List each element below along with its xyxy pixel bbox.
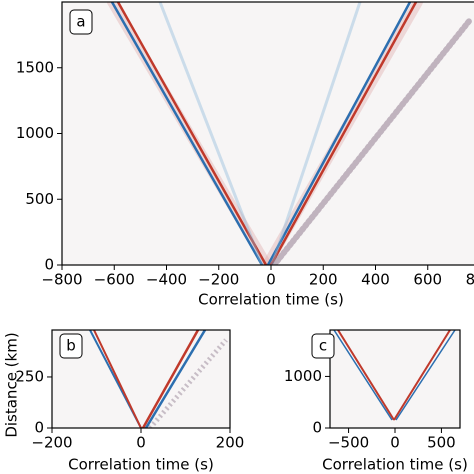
x-tick-label: 600 — [413, 271, 442, 289]
x-tick-label: 0 — [266, 271, 276, 289]
x-tick-label: 0 — [390, 434, 400, 452]
x-tick-label: −800 — [41, 271, 82, 289]
x-axis-label: Correlation time (s) — [322, 456, 468, 474]
x-tick-label: −200 — [31, 434, 72, 452]
x-tick-label: 200 — [216, 434, 245, 452]
wavefield — [62, 2, 474, 265]
y-tick-label: 1000 — [16, 124, 54, 142]
panel-label: a — [76, 13, 85, 31]
x-axis-label: Correlation time (s) — [68, 456, 214, 474]
y-tick-label: 250 — [15, 367, 44, 385]
y-tick-label: 0 — [312, 419, 322, 437]
y-tick-label: 500 — [25, 190, 54, 208]
panel-label-box — [69, 9, 93, 35]
panel-label-box — [311, 333, 335, 359]
y-tick-label: 1500 — [16, 58, 54, 76]
x-tick-label: −600 — [94, 271, 135, 289]
x-tick-label: 500 — [427, 434, 456, 452]
x-tick-label: 400 — [361, 271, 390, 289]
x-tick-label: −200 — [198, 271, 239, 289]
y-tick-label: 0 — [34, 419, 44, 437]
x-tick-label: −500 — [328, 434, 369, 452]
x-tick-label: 200 — [309, 271, 338, 289]
y-axis-label: Distance (km) — [3, 332, 21, 437]
x-axis-label: Correlation time (s) — [198, 291, 344, 309]
axes: −800−600−400−200020040060080005001000150… — [3, 1, 474, 474]
y-tick-label: 1000 — [284, 367, 322, 385]
x-tick-label: 0 — [136, 434, 146, 452]
panel-label: c — [319, 337, 327, 355]
wavefield — [330, 330, 460, 428]
y-tick-label: 0 — [44, 256, 54, 274]
panel-label: b — [66, 337, 76, 355]
x-tick-label: −400 — [146, 271, 187, 289]
x-tick-label: 800 — [466, 271, 474, 289]
panel-label-box — [59, 333, 83, 359]
